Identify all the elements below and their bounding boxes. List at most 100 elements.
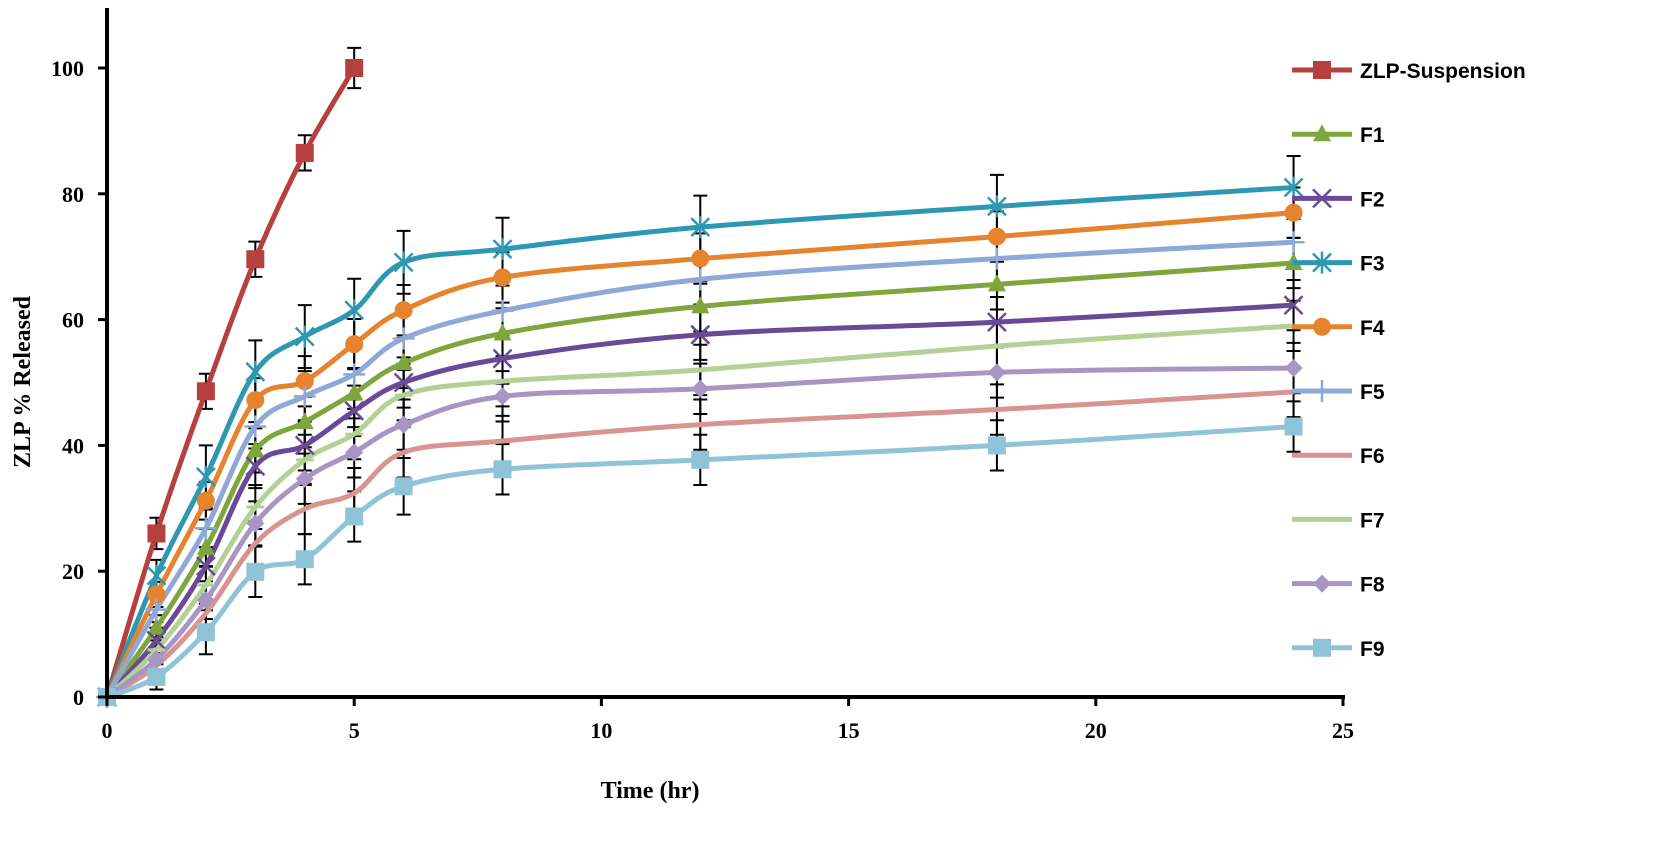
data-point-f4 [493,268,512,287]
data-point-f3 [294,325,315,348]
data-point-f2 [245,456,266,477]
data-point-f4 [394,301,413,320]
data-point-f9 [295,550,314,569]
legend-label-f2: F2 [1360,188,1385,211]
y-tick-label: 60 [62,308,84,333]
legend-marker-f4 [1313,317,1331,336]
y-axis-title: ZLP % Released [10,295,36,468]
series-markers [96,59,1305,708]
x-tick-label: 10 [590,718,612,743]
data-point-f1 [493,323,512,341]
data-point-f8 [1284,359,1303,378]
data-point-zlp-suspension [246,250,265,269]
data-point-f5 [194,517,217,540]
data-point-f2 [195,556,216,577]
data-point-f4 [345,335,364,354]
data-point-f1 [691,296,710,314]
y-tick-label: 0 [73,685,84,710]
data-point-f9 [196,623,215,642]
legend-label-f4: F4 [1360,317,1385,340]
data-point-zlp-suspension [196,382,215,401]
data-point-f3 [690,216,711,239]
legend-label-f3: F3 [1360,253,1385,276]
data-point-f3 [146,564,167,587]
data-point-f3 [195,465,216,488]
data-point-f9 [1284,417,1303,436]
data-point-f5 [293,385,316,408]
data-point-f1 [147,617,166,635]
legend-label-f9: F9 [1360,638,1385,661]
data-point-f8 [493,387,512,406]
data-point-f9 [493,460,512,479]
legend-label-f6: F6 [1360,445,1385,468]
data-point-zlp-suspension [295,143,314,162]
data-point-f9 [394,477,413,496]
x-tick-label: 0 [102,718,113,743]
data-point-f8 [147,650,166,669]
legend-marker-f8 [1313,574,1331,593]
data-point-f3 [245,360,266,383]
data-point-f1 [345,383,364,401]
data-point-f5 [985,247,1008,270]
data-point-f8 [295,469,314,488]
data-point-f5 [1282,231,1305,254]
legend-label-f8: F8 [1360,574,1385,597]
legend-marker-f9 [1313,638,1331,657]
y-tick-label: 100 [51,56,84,81]
x-tick-label: 25 [1332,718,1354,743]
data-point-f2 [146,630,167,651]
legend: ZLP-Suspension F1 F2 F3 F4 F5 F6 F7 F8 F9 [1292,60,1526,661]
data-point-f5 [491,299,514,322]
data-point-f1 [196,537,215,555]
legend-label-f5: F5 [1360,381,1385,404]
data-point-f8 [691,379,710,398]
legend-marker-f5 [1311,380,1333,402]
y-tick-label: 40 [62,433,84,458]
data-point-f2 [294,435,315,456]
data-point-f5 [244,415,267,438]
x-tick-label: 5 [349,718,360,743]
data-point-f8 [345,443,364,462]
legend-marker-f2 [1312,188,1332,209]
data-point-f8 [246,514,265,533]
data-point-f1 [987,274,1006,292]
data-point-f5 [343,363,366,386]
x-axis-title: Time (hr) [601,778,700,804]
data-point-zlp-suspension [147,524,166,543]
data-point-f3 [987,195,1007,218]
data-point-zlp-suspension [345,59,364,77]
legend-label-f1: F1 [1360,124,1385,147]
data-point-f2 [492,348,513,369]
data-point-f3 [492,238,513,261]
data-point-f4 [196,491,215,510]
legend-label-zlp-suspension: ZLP-Suspension [1360,60,1526,83]
legend-marker-f1 [1313,124,1331,142]
x-tick-label: 15 [838,718,860,743]
legend-marker-zlp-suspension [1313,61,1331,79]
data-point-f4 [147,585,166,604]
data-point-f5 [145,598,168,621]
data-point-f5 [392,327,415,350]
legend-label-f7: F7 [1360,509,1385,532]
axis-ticks: 0 5 10 15 20 25 0 20 40 60 80 100 [51,56,1354,743]
data-point-f4 [295,372,314,391]
data-point-f2 [393,372,414,393]
data-point-f3 [393,251,414,274]
data-point-f9 [345,507,364,526]
axes [105,8,1345,699]
data-point-f1 [246,440,265,458]
data-point-f2 [987,312,1007,332]
data-point-f2 [1283,295,1304,316]
data-point-f9 [691,450,710,469]
data-point-f4 [1284,203,1303,222]
data-point-f3 [1283,176,1304,199]
data-point-f8 [196,591,215,610]
data-point-f8 [394,415,413,434]
series-line-f6 [105,389,1294,700]
x-tick-label: 20 [1085,718,1107,743]
data-point-f4 [691,249,710,268]
data-point-f1 [394,353,413,371]
data-point-f9 [147,667,166,686]
y-tick-label: 80 [62,182,84,207]
